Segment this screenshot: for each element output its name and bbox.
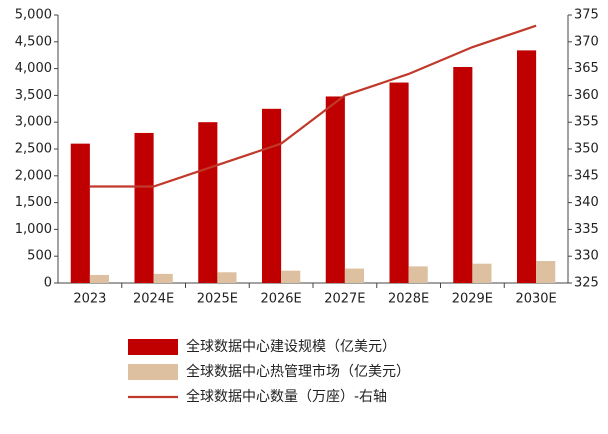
bar: [453, 66, 473, 283]
bar: [472, 263, 492, 283]
x-tick-label: 2025E: [197, 292, 238, 307]
y-tick-label: 1,000: [15, 222, 52, 237]
x-tick-label: 2027E: [324, 292, 365, 307]
x-tick-label: 2026E: [260, 292, 301, 307]
bar: [389, 82, 409, 283]
y-tick-label: 3,500: [15, 88, 52, 103]
y-tick-label: 4,500: [15, 34, 52, 49]
x-tick-label: 2023: [73, 292, 106, 307]
line: [89, 24, 537, 188]
y2-tick-label: 370: [574, 34, 599, 49]
bar: [325, 96, 345, 283]
bar: [153, 273, 173, 283]
bar: [517, 50, 537, 283]
y2-tick-label: 335: [574, 222, 599, 237]
y-tick-label: 3,000: [15, 115, 52, 130]
bar: [217, 272, 237, 283]
y-tick-label: 0: [44, 276, 52, 291]
y-tick-label: 2,000: [15, 168, 52, 183]
legend-swatch: [128, 364, 178, 380]
bar: [408, 266, 428, 283]
y-tick-label: 1,500: [15, 195, 52, 210]
legend-label: 全球数据中心热管理市场（亿美元）: [186, 363, 410, 380]
y-tick-label: 4,000: [15, 61, 52, 76]
legend-swatch: [128, 339, 178, 355]
y2-tick-label: 345: [574, 168, 599, 183]
x-tick-label: 2029E: [452, 292, 493, 307]
x-tick-label: 2024E: [133, 292, 174, 307]
x-tick-label: 2028E: [388, 292, 429, 307]
bar: [89, 274, 109, 283]
y2-tick-label: 350: [574, 142, 599, 157]
legend-label: 全球数据中心数量（万座）-右轴: [186, 388, 387, 405]
bar: [134, 132, 154, 283]
y-tick-label: 2,500: [15, 142, 52, 157]
y2-tick-label: 325: [574, 276, 599, 291]
y-tick-label: 500: [27, 249, 52, 264]
bar: [536, 261, 556, 283]
bar: [198, 122, 218, 283]
y2-tick-label: 355: [574, 115, 599, 130]
y2-tick-label: 340: [574, 195, 599, 210]
x-tick-label: 2030E: [515, 292, 556, 307]
bar: [344, 268, 364, 283]
y-tick-label: 5,000: [15, 8, 52, 23]
bar: [262, 108, 282, 283]
y2-tick-label: 360: [574, 88, 599, 103]
legend-label: 全球数据中心建设规模（亿美元）: [186, 338, 396, 355]
y2-tick-label: 365: [574, 61, 599, 76]
bar: [281, 270, 301, 283]
y2-tick-label: 330: [574, 249, 599, 264]
bar: [70, 143, 90, 283]
y2-tick-label: 375: [574, 8, 599, 23]
